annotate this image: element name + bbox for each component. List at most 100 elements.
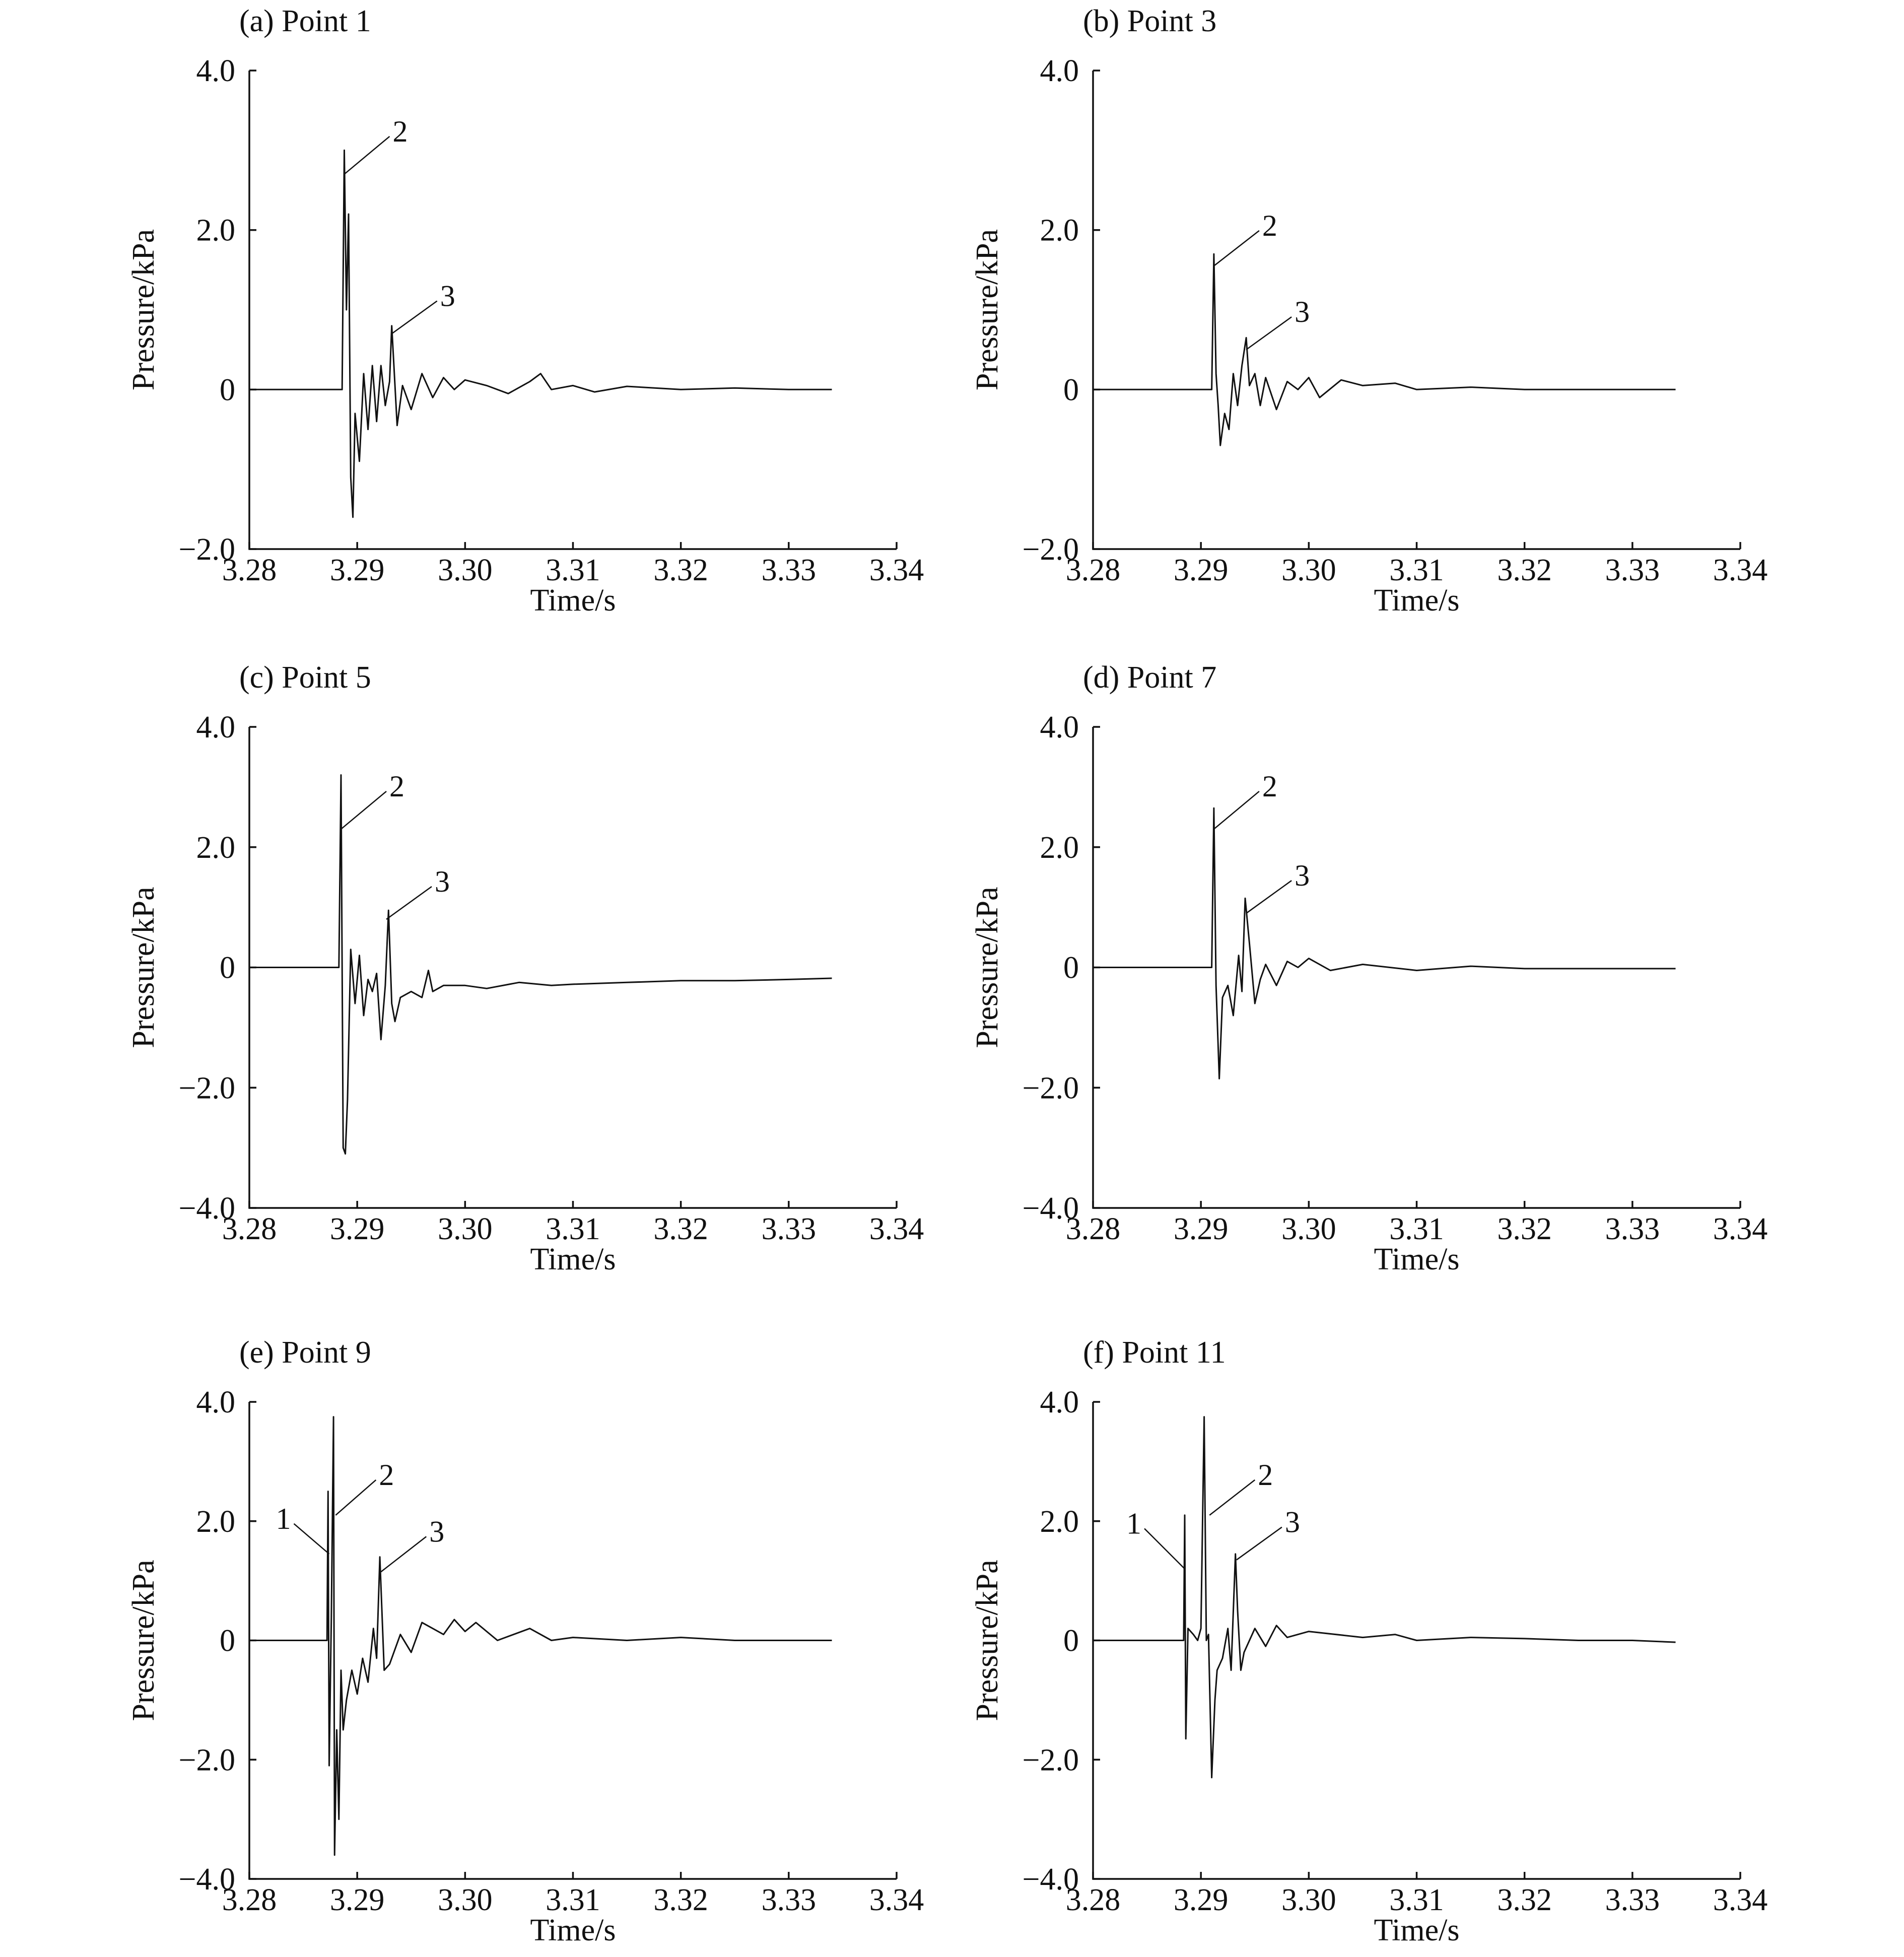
x-tick-label: 3.31 — [1389, 1883, 1444, 1917]
x-tick-label: 3.31 — [546, 1212, 600, 1246]
x-tick-label: 3.33 — [1605, 1212, 1660, 1246]
x-axis-label: Time/s — [530, 1242, 616, 1276]
y-tick-label: −2.0 — [1023, 532, 1079, 567]
chart-title: (c) Point 5 — [239, 660, 371, 695]
x-tick-label: 3.30 — [438, 1212, 493, 1246]
pressure-trace — [249, 149, 832, 518]
x-tick-label: 3.30 — [438, 1883, 493, 1917]
x-tick-label: 3.31 — [546, 553, 600, 587]
pressure-trace — [1093, 807, 1676, 1079]
y-tick-label: 2.0 — [1040, 1505, 1079, 1539]
chart-title: (f) Point 11 — [1083, 1335, 1226, 1370]
x-tick-label: 3.28 — [222, 553, 277, 587]
x-tick-label: 3.32 — [1497, 1212, 1552, 1246]
y-tick-label: 2.0 — [196, 1505, 236, 1539]
y-axis-label: Pressure/kPa — [126, 887, 161, 1048]
annotation-label: 3 — [1295, 295, 1310, 328]
annotation-label: 3 — [1295, 859, 1310, 892]
chart-title: (d) Point 7 — [1083, 660, 1216, 695]
y-tick-label: −4.0 — [179, 1862, 235, 1897]
x-tick-label: 3.30 — [438, 553, 493, 587]
chart-panel: (b) Point 3 3.28 3.29 3.30 3.31 3.32 3.33 3.34 −… — [970, 4, 1767, 618]
chart-title: (e) Point 9 — [239, 1335, 371, 1370]
x-tick-label: 3.33 — [1605, 553, 1660, 587]
chart-panel: (c) Point 5 3.28 3.29 3.30 3.31 3.32 3.33 3.34 −… — [126, 660, 924, 1276]
x-tick-label: 3.34 — [1713, 553, 1768, 587]
y-tick-label: 2.0 — [1040, 214, 1079, 248]
y-tick-label: 4.0 — [1040, 54, 1079, 88]
x-tick-label: 3.32 — [1497, 553, 1552, 587]
y-tick-label: 4.0 — [1040, 1385, 1079, 1420]
pressure-trace — [249, 1416, 832, 1856]
annotation-leader — [1246, 880, 1292, 914]
annotation-leader — [335, 1479, 377, 1516]
annotation-leader — [1213, 790, 1260, 830]
x-tick-label: 3.31 — [1389, 553, 1444, 587]
annotation-leader — [341, 790, 387, 830]
annotation-leader — [1246, 316, 1292, 351]
pressure-trace — [249, 774, 832, 1155]
annotation-label: 3 — [1285, 1506, 1300, 1539]
annotation-label: 2 — [379, 1458, 394, 1492]
x-tick-label: 3.32 — [653, 553, 708, 587]
x-tick-label: 3.33 — [1605, 1883, 1660, 1917]
annotation-label: 2 — [1262, 770, 1277, 803]
y-tick-label: −4.0 — [1023, 1862, 1079, 1897]
y-tick-label: 0 — [1063, 373, 1079, 407]
y-axis-label: Pressure/kPa — [970, 887, 1004, 1048]
x-tick-label: 3.34 — [1713, 1212, 1768, 1246]
y-tick-label: 0 — [220, 1624, 235, 1658]
annotation-leader — [293, 1523, 330, 1555]
y-tick-label: 4.0 — [196, 710, 236, 745]
x-axis-label: Time/s — [530, 583, 616, 618]
x-tick-label: 3.31 — [546, 1883, 600, 1917]
x-tick-label: 3.29 — [330, 1883, 385, 1917]
y-tick-label: 4.0 — [196, 1385, 236, 1420]
annotation-leader — [1213, 230, 1260, 266]
annotation-label: 2 — [1262, 209, 1277, 242]
x-tick-label: 3.28 — [222, 1212, 277, 1246]
x-tick-label: 3.31 — [1389, 1212, 1444, 1246]
x-tick-label: 3.32 — [653, 1883, 708, 1917]
annotation-label: 3 — [440, 280, 455, 313]
y-tick-label: 0 — [1063, 1624, 1079, 1658]
y-tick-label: −2.0 — [1023, 1743, 1079, 1777]
y-tick-label: −2.0 — [179, 1071, 235, 1105]
x-tick-label: 3.34 — [869, 553, 924, 587]
annotation-label: 3 — [435, 865, 450, 898]
x-tick-label: 3.28 — [1066, 1883, 1121, 1917]
y-tick-label: −2.0 — [179, 532, 235, 567]
x-tick-label: 3.29 — [1174, 1883, 1229, 1917]
chart-title: (b) Point 3 — [1083, 4, 1216, 38]
y-tick-label: 0 — [1063, 951, 1079, 985]
x-axis-label: Time/s — [1374, 1913, 1459, 1947]
x-tick-label: 3.30 — [1281, 1212, 1336, 1246]
annotation-label: 1 — [276, 1502, 291, 1535]
x-tick-label: 3.34 — [869, 1212, 924, 1246]
x-axis-label: Time/s — [1374, 583, 1459, 618]
annotation-label: 2 — [389, 770, 404, 803]
annotation-leader — [391, 300, 438, 334]
x-tick-label: 3.30 — [1281, 1883, 1336, 1917]
x-tick-label: 3.34 — [1713, 1883, 1768, 1917]
y-tick-label: 0 — [220, 373, 235, 407]
y-tick-label: 4.0 — [1040, 710, 1079, 745]
y-tick-label: 2.0 — [1040, 831, 1079, 865]
x-tick-label: 3.29 — [330, 1212, 385, 1246]
x-tick-label: 3.33 — [762, 1883, 817, 1917]
x-tick-label: 3.29 — [330, 553, 385, 587]
y-tick-label: −2.0 — [1023, 1071, 1079, 1105]
y-tick-label: 2.0 — [196, 214, 236, 248]
y-axis-label: Pressure/kPa — [126, 229, 161, 390]
chart-panel: (e) Point 9 3.28 3.29 3.30 3.31 3.32 3.33 3.34 −… — [126, 1335, 924, 1947]
annotation-label: 3 — [429, 1515, 444, 1548]
annotation-label: 2 — [392, 115, 407, 148]
x-tick-label: 3.29 — [1174, 553, 1229, 587]
y-tick-label: −4.0 — [1023, 1191, 1079, 1226]
annotation-leader — [344, 136, 390, 175]
x-tick-label: 3.32 — [1497, 1883, 1552, 1917]
x-tick-label: 3.30 — [1281, 553, 1336, 587]
pressure-trace — [1093, 253, 1676, 446]
x-tick-label: 3.28 — [222, 1883, 277, 1917]
pressure-trace — [1093, 1416, 1676, 1779]
